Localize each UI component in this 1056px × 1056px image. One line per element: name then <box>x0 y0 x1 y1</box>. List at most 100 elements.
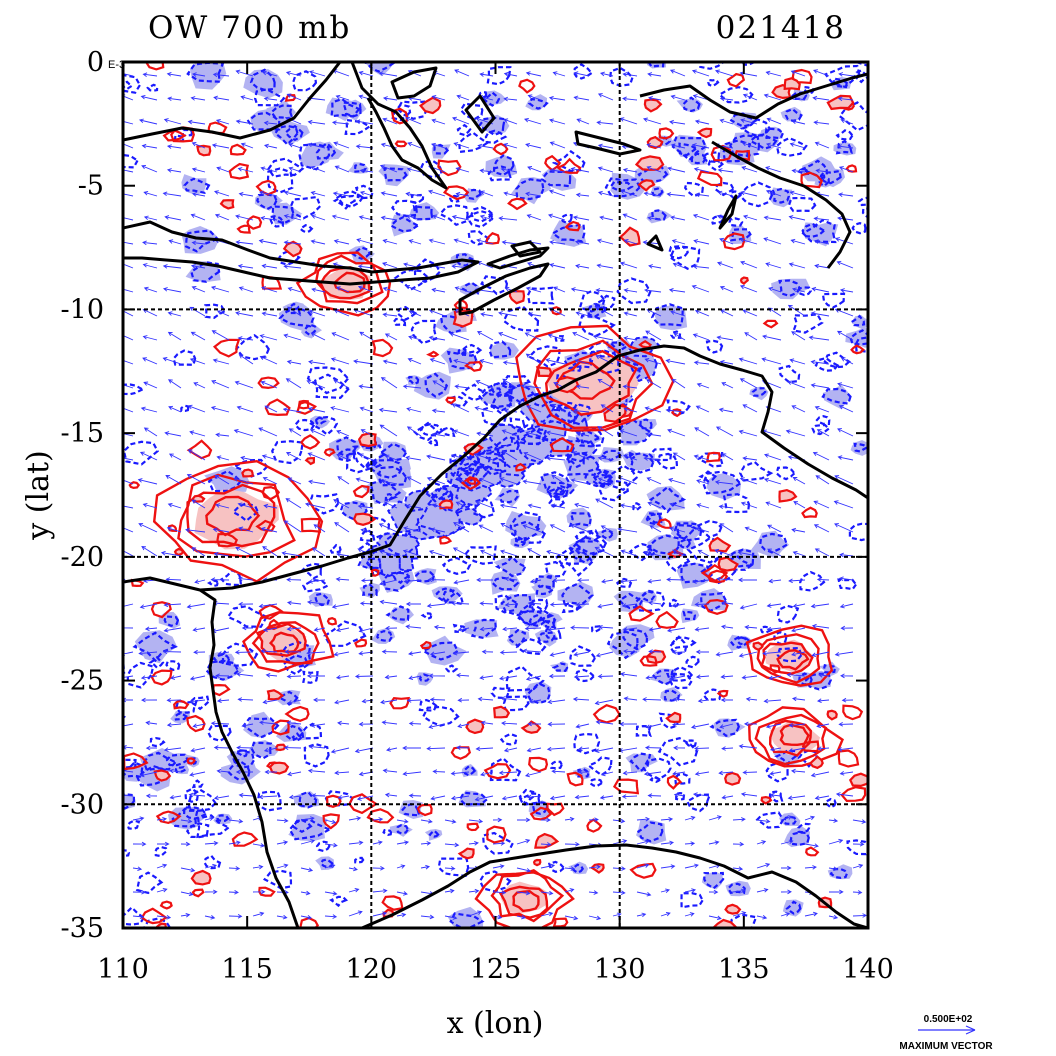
wind-vector <box>426 603 446 609</box>
wind-vector <box>372 911 388 917</box>
negative-contour <box>565 451 600 477</box>
wind-vector <box>406 698 422 703</box>
wind-vector <box>431 503 446 509</box>
wind-vector <box>213 190 230 197</box>
wind-vector <box>525 675 542 681</box>
wind-vector <box>405 455 422 461</box>
wind-vector <box>719 96 734 102</box>
wind-vector <box>396 891 408 896</box>
negative-contour <box>459 102 484 121</box>
negative-contour <box>686 536 724 564</box>
australia-south-coast <box>361 843 868 928</box>
wind-vector <box>643 117 662 125</box>
wind-vector <box>188 699 206 704</box>
wind-vector <box>286 359 302 365</box>
wind-vector <box>468 818 484 824</box>
wind-vector <box>403 526 422 533</box>
wind-vector <box>237 263 254 269</box>
negative-contour <box>690 519 723 539</box>
wind-vector <box>142 72 158 77</box>
wind-vector <box>215 119 230 125</box>
negative-contour <box>172 349 197 366</box>
wind-vector <box>492 841 506 846</box>
negative-contour <box>556 374 572 384</box>
negative-fill-patch <box>749 386 769 401</box>
positive-contour-small <box>445 396 456 405</box>
negative-contour <box>528 614 547 627</box>
negative-fill-patch <box>272 202 303 225</box>
negative-contour <box>211 653 231 664</box>
negative-contour <box>382 571 411 592</box>
negative-contour <box>458 791 489 806</box>
negative-contour <box>389 215 420 233</box>
wind-vector <box>402 745 421 751</box>
wind-vector <box>428 335 446 341</box>
wind-vector <box>550 503 566 509</box>
wind-vector <box>499 675 518 681</box>
positive-contour-small <box>236 224 251 234</box>
wind-vector <box>237 576 254 582</box>
wind-vector <box>308 359 326 365</box>
wind-vector <box>577 746 590 752</box>
wind-vector <box>235 214 254 221</box>
wind-vector <box>718 504 734 509</box>
wind-vector <box>162 649 182 654</box>
wind-vector <box>284 649 302 655</box>
wind-vector <box>684 815 696 821</box>
wind-vector <box>738 357 758 365</box>
wind-vector <box>143 427 158 437</box>
wind-vector <box>238 526 254 533</box>
wind-vector <box>623 288 638 293</box>
negative-contour <box>639 418 653 430</box>
wind-vector <box>356 238 374 245</box>
wind-vector <box>708 815 722 821</box>
wind-vector <box>190 263 206 269</box>
wind-vector <box>665 408 686 413</box>
wind-vector <box>833 500 854 509</box>
wind-vector <box>597 477 614 485</box>
wind-vector <box>599 795 614 800</box>
wind-vector <box>142 240 158 246</box>
negative-contour <box>703 871 725 890</box>
wind-vector <box>838 192 854 197</box>
wind-vector <box>396 864 406 869</box>
positive-contour-small <box>544 154 562 172</box>
wind-vector <box>167 96 182 102</box>
wind-vector <box>306 673 326 679</box>
positive-contour-small <box>716 689 729 698</box>
negative-contour <box>630 362 643 372</box>
wind-vector <box>453 429 470 437</box>
negative-contour <box>462 545 497 565</box>
wind-vector <box>429 358 446 365</box>
wind-vector <box>264 405 278 413</box>
positive-contour-small <box>618 226 641 247</box>
wind-vector <box>549 651 566 657</box>
wind-vector <box>768 286 782 293</box>
wind-vector <box>382 238 398 245</box>
negative-contour <box>645 513 662 526</box>
negative-contour <box>765 761 790 783</box>
wind-vector <box>261 70 278 77</box>
negative-contour <box>298 223 314 234</box>
wind-vector <box>307 119 326 125</box>
wind-vector <box>708 840 720 845</box>
wind-vector <box>792 550 806 557</box>
wind-vector <box>358 721 374 727</box>
positive-contour <box>255 622 307 657</box>
wind-vector <box>137 478 158 485</box>
negative-contour <box>216 814 230 823</box>
positive-contour <box>512 889 540 913</box>
wind-vector <box>378 407 398 413</box>
negative-contour <box>392 317 407 327</box>
wind-vector <box>384 333 398 341</box>
positive-contour-small <box>552 917 569 928</box>
wind-vector <box>166 722 182 728</box>
wind-vector <box>668 526 686 533</box>
wind-vector <box>215 503 230 509</box>
wind-vector <box>123 384 134 389</box>
wind-vector <box>695 526 710 533</box>
wind-vector <box>142 357 158 365</box>
wind-vector <box>185 527 206 533</box>
wind-vector <box>588 817 599 822</box>
negative-contour <box>714 181 735 197</box>
